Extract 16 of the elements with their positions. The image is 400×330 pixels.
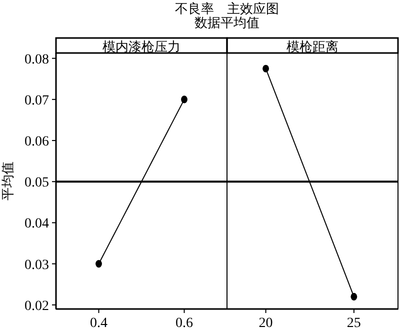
y-tick-label: 0.08 (24, 52, 49, 68)
x-tick-label: 0.4 (90, 316, 108, 330)
chart-subtitle: 数据平均值 (194, 15, 260, 30)
x-tick-label: 25 (346, 316, 361, 330)
x-axis-title: 模内漆枪压力 (102, 39, 180, 54)
x-axis-title: 模枪距离 (286, 39, 338, 54)
y-tick-label: 0.04 (24, 216, 49, 232)
chart-title: 不良率 主效应图 (175, 1, 279, 16)
y-tick-label: 0.05 (24, 176, 49, 191)
y-axis-title: 平均值 (0, 162, 15, 200)
y-tick-label: 0.02 (24, 298, 49, 314)
y-tick-label: 0.06 (24, 134, 49, 150)
x-tick-label: 0.6 (176, 316, 193, 330)
y-tick-label: 0.07 (24, 93, 49, 108)
y-tick-label: 0.03 (24, 258, 49, 273)
x-tick-label: 20 (258, 316, 273, 330)
